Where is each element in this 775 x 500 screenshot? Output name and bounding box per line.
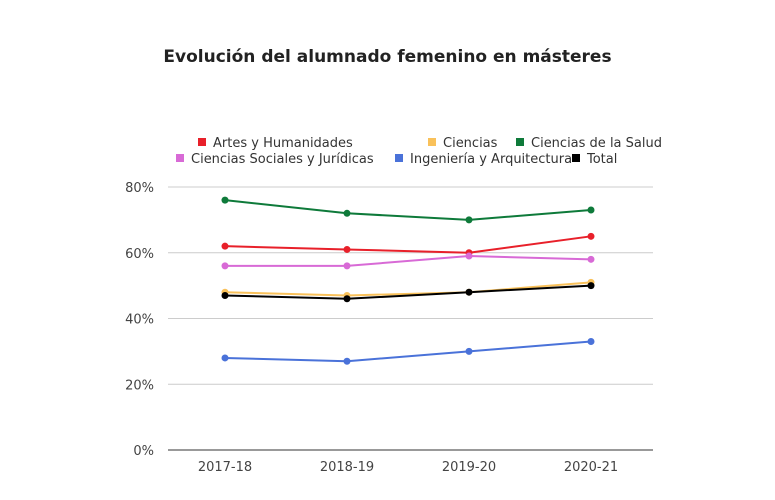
x-tick-label: 2019-20 <box>442 460 496 475</box>
data-point <box>587 255 595 263</box>
legend-swatch <box>428 138 436 146</box>
data-point <box>221 262 229 270</box>
series-line <box>224 199 592 221</box>
data-point <box>343 262 351 270</box>
series-line <box>224 281 592 297</box>
legend-label: Ciencias de la Salud <box>531 136 662 151</box>
data-point <box>221 354 229 362</box>
gridlines <box>168 186 653 451</box>
y-tick-label: 40% <box>125 313 154 328</box>
legend-item[interactable]: Ciencias Sociales y Jurídicas <box>176 152 374 167</box>
legend-swatch <box>198 138 206 146</box>
legend-label: Ciencias Sociales y Jurídicas <box>191 152 374 167</box>
series-line <box>225 255 592 267</box>
legend-swatch <box>176 154 184 162</box>
series-line <box>224 284 592 300</box>
data-point <box>343 209 351 217</box>
legend-item[interactable]: Total <box>572 152 617 167</box>
data-point <box>343 245 351 253</box>
data-point <box>465 288 473 296</box>
legend-label: Ciencias <box>443 136 498 151</box>
series-lines <box>224 199 592 363</box>
legend-item[interactable]: Ciencias <box>428 136 498 151</box>
chart-title: Evolución del alumnado femenino en máste… <box>163 47 612 67</box>
x-tick-label: 2018-19 <box>320 460 374 475</box>
data-point <box>343 357 351 365</box>
data-point <box>343 295 351 303</box>
legend-item[interactable]: Artes y Humanidades <box>198 136 353 151</box>
y-tick-label: 20% <box>125 378 154 393</box>
data-point <box>221 242 229 250</box>
legend-swatch <box>572 154 580 162</box>
x-tick-label: 2020-21 <box>564 460 618 475</box>
legend-label: Artes y Humanidades <box>213 136 353 151</box>
legend-item[interactable]: Ingeniería y Arquitectura <box>395 152 572 167</box>
x-tick-label: 2017-18 <box>198 460 252 475</box>
y-tick-label: 80% <box>125 181 154 196</box>
data-point <box>587 232 595 240</box>
legend-swatch <box>516 138 524 146</box>
legend-swatch <box>395 154 403 162</box>
data-point <box>221 291 229 299</box>
data-point <box>221 196 229 204</box>
legend: Artes y Humanidades Ciencias Ciencias de l… <box>176 136 662 167</box>
legend-label: Total <box>586 152 617 167</box>
data-point <box>465 216 473 224</box>
series-points <box>221 196 595 365</box>
series-line <box>224 340 592 363</box>
data-point <box>587 338 595 346</box>
legend-label: Ingeniería y Arquitectura <box>410 152 572 167</box>
series-line <box>224 235 592 254</box>
x-axis-ticks: 2017-18 2018-19 2019-20 2020-21 <box>198 460 618 475</box>
data-point <box>587 206 595 214</box>
y-tick-label: 60% <box>125 247 154 262</box>
data-point <box>465 347 473 355</box>
legend-item[interactable]: Ciencias de la Salud <box>516 136 662 151</box>
data-point <box>465 252 473 260</box>
y-tick-label: 0% <box>133 444 154 459</box>
data-point <box>587 282 595 290</box>
y-axis-ticks: 0% 20% 40% 60% 80% <box>125 181 154 459</box>
